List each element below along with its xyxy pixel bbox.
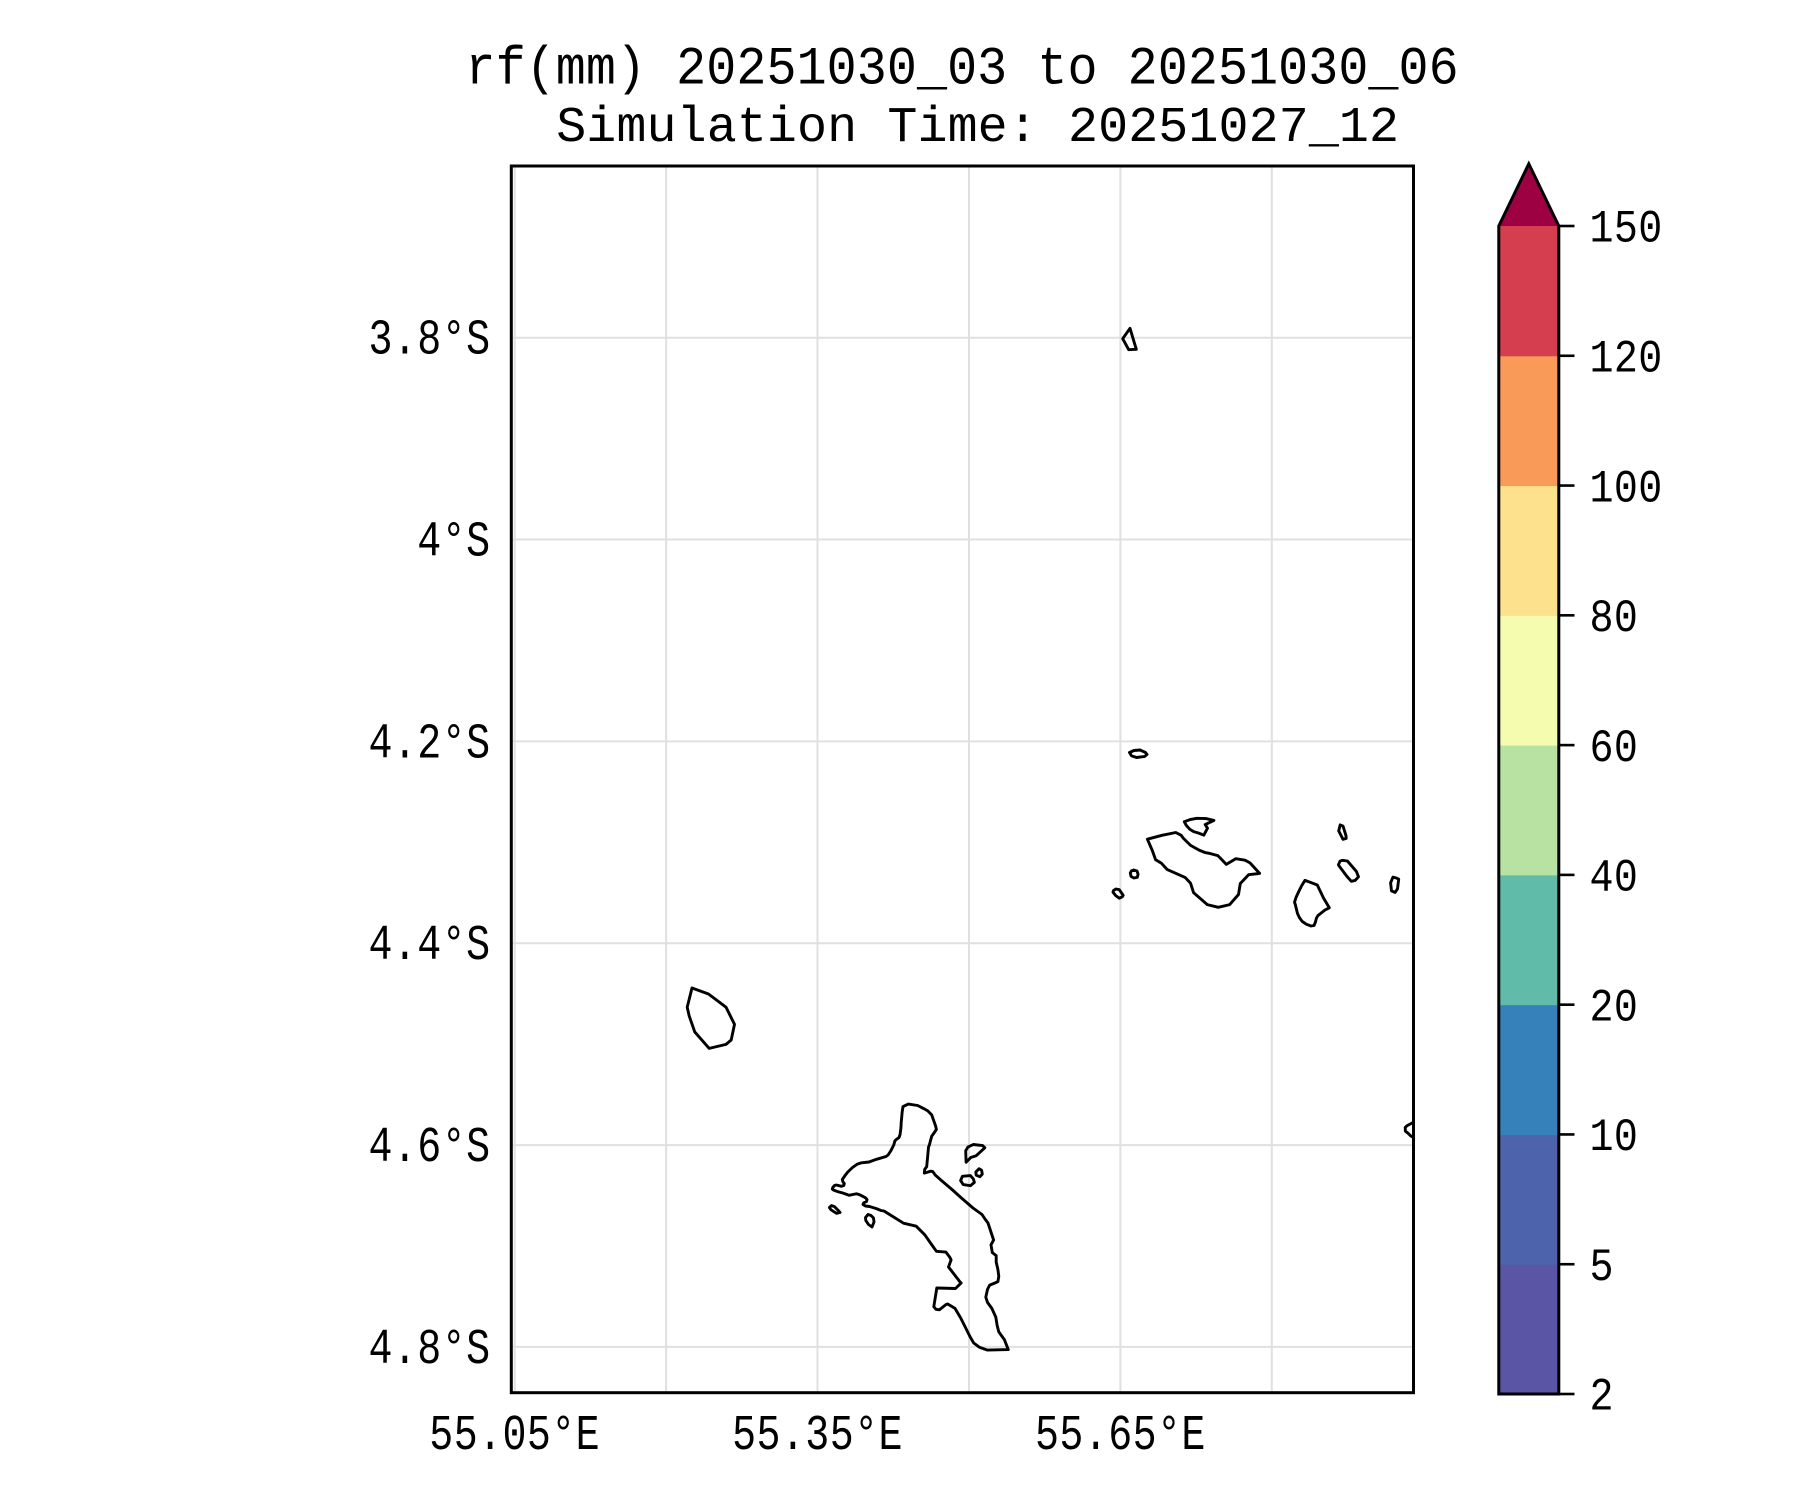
svg-text:Simulation Time: 20251027_12: Simulation Time: 20251027_12 xyxy=(556,100,1399,157)
svg-text:2: 2 xyxy=(1590,1372,1614,1425)
svg-text:60: 60 xyxy=(1590,723,1639,776)
svg-text:4.2°S: 4.2°S xyxy=(369,715,491,772)
svg-text:5: 5 xyxy=(1590,1242,1614,1295)
svg-text:4.6°S: 4.6°S xyxy=(369,1119,491,1176)
svg-text:80: 80 xyxy=(1590,593,1639,646)
svg-text:150: 150 xyxy=(1590,204,1663,257)
svg-text:120: 120 xyxy=(1590,334,1663,387)
svg-text:40: 40 xyxy=(1590,853,1639,906)
svg-text:4°S: 4°S xyxy=(417,514,490,571)
svg-text:4.4°S: 4.4°S xyxy=(369,917,491,974)
svg-text:20: 20 xyxy=(1590,983,1639,1036)
svg-text:rf(mm) 20251030_03 to 20251030: rf(mm) 20251030_03 to 20251030_06 xyxy=(466,39,1459,100)
svg-text:55.35°E: 55.35°E xyxy=(732,1407,903,1464)
svg-text:100: 100 xyxy=(1590,464,1663,517)
svg-text:4.8°S: 4.8°S xyxy=(369,1321,491,1378)
svg-text:55.65°E: 55.65°E xyxy=(1035,1407,1206,1464)
svg-text:55.05°E: 55.05°E xyxy=(429,1407,600,1464)
svg-text:3.8°S: 3.8°S xyxy=(369,312,491,369)
svg-text:10: 10 xyxy=(1590,1112,1639,1165)
